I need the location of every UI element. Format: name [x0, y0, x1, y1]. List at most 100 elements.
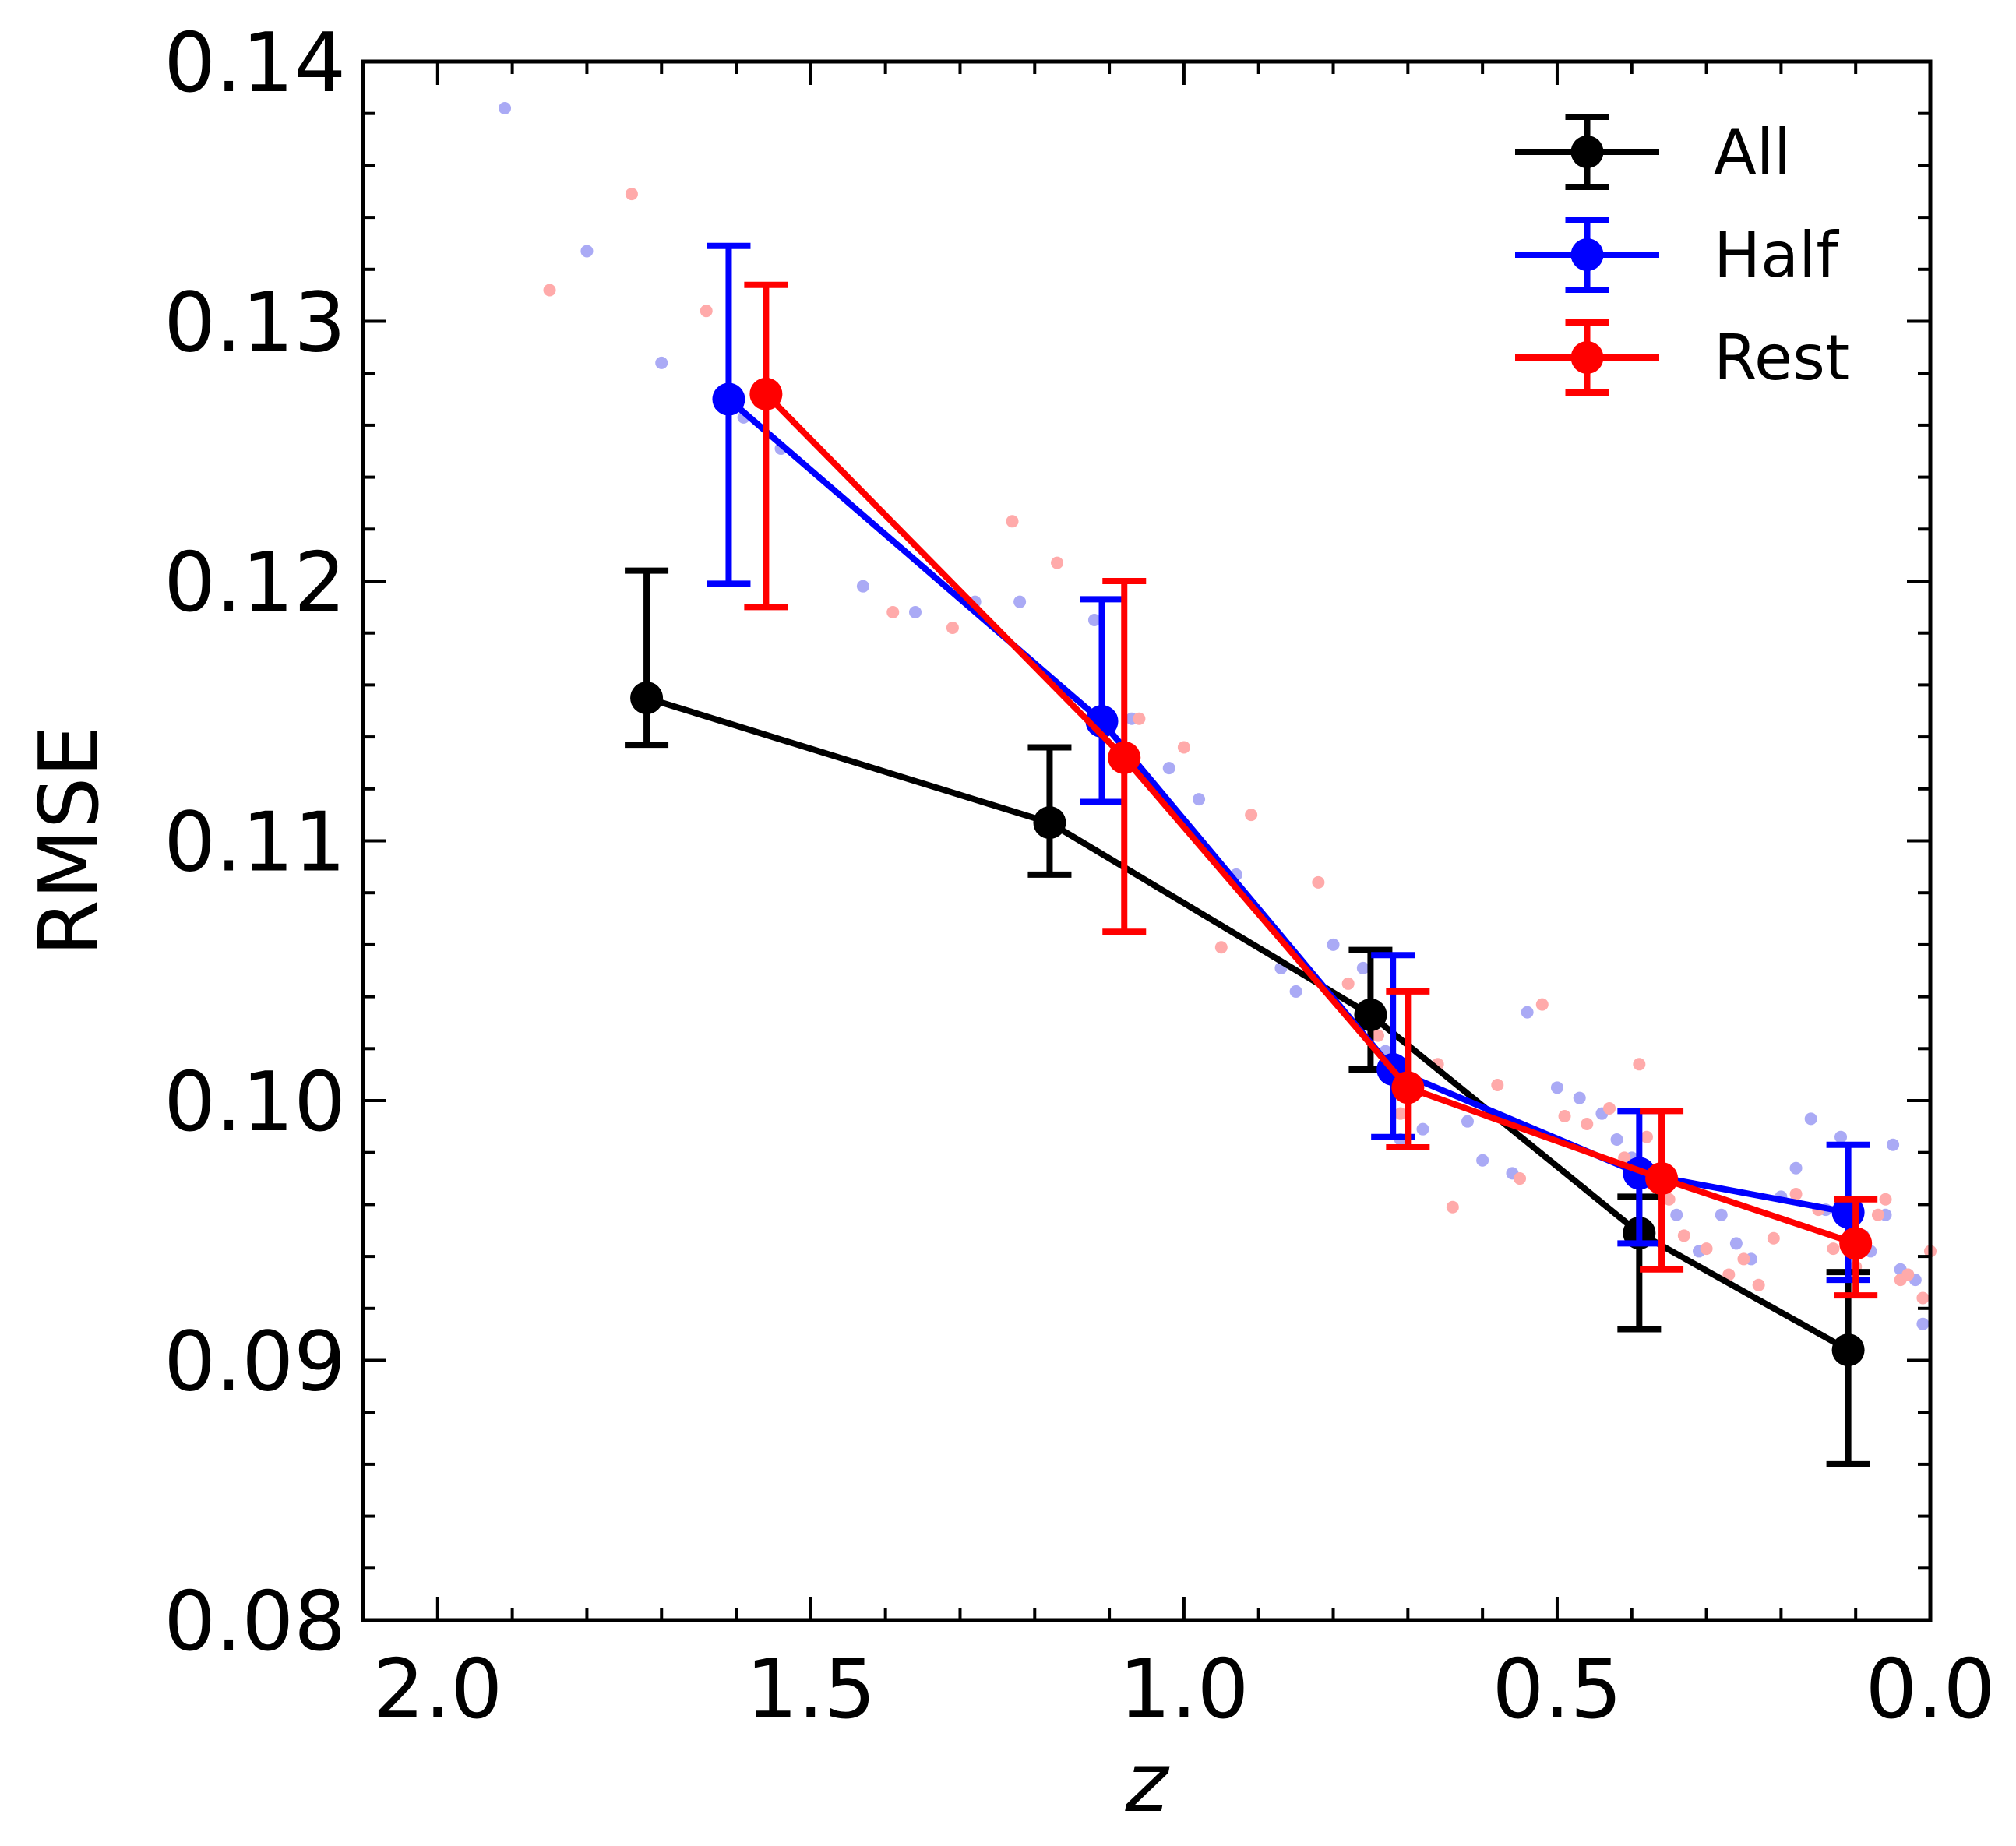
scatter-point-half-16: [1327, 938, 1340, 951]
axis-ticks-layer: [361, 60, 1932, 1622]
scatter-point-rest-2: [700, 305, 713, 318]
x-tick-label-4: 0.0: [1866, 1642, 1996, 1737]
series-line-half: [726, 396, 1849, 1216]
data-point-half-0: [712, 382, 745, 416]
y-tick-label-3: 0.11: [164, 795, 346, 890]
legend: All Half Rest: [1515, 114, 1849, 396]
data-point-all-2: [1354, 998, 1387, 1031]
y-tick-label-2: 0.10: [164, 1055, 346, 1150]
x-tick-label-1: 1.5: [745, 1642, 876, 1737]
scatter-point-half-9: [1087, 614, 1101, 627]
data-point-all-0: [630, 682, 664, 715]
scatter-point-rest-28: [1700, 1242, 1713, 1256]
scatter-point-half-40: [1834, 1130, 1848, 1143]
scatter-point-rest-35: [1827, 1242, 1840, 1256]
scatter-point-rest-22: [1603, 1102, 1616, 1115]
scatter-point-rest-21: [1581, 1118, 1594, 1131]
scatter-point-rest-40: [1901, 1268, 1915, 1281]
scatter-point-rest-14: [1394, 1107, 1407, 1120]
scatter-point-half-11: [1162, 762, 1175, 775]
scatter-point-rest-9: [1214, 941, 1228, 954]
scatter-point-half-8: [1013, 595, 1027, 608]
scatter-point-half-21: [1461, 1115, 1474, 1128]
x-axis-label: z: [1124, 1735, 1170, 1830]
scatter-point-half-48: [1916, 1317, 1930, 1330]
x-tick-label-0: 2.0: [372, 1642, 502, 1737]
scatter-point-half-34: [1729, 1237, 1743, 1250]
scatter-point-rest-31: [1752, 1278, 1765, 1291]
scatter-point-rest-16: [1446, 1200, 1459, 1214]
scatter-point-half-22: [1476, 1154, 1489, 1167]
scatter-point-rest-18: [1514, 1172, 1527, 1185]
scatter-point-rest-0: [543, 284, 556, 297]
legend-marker-half: [1570, 238, 1604, 271]
scatter-point-half-24: [1521, 1006, 1534, 1019]
legend-label-half: Half: [1714, 219, 1839, 291]
tick-labels-layer: 2.0 1.5 1.0 0.5 0.0 0.08 0.09 0.10 0.11 0.12 0.13 0…: [164, 16, 1995, 1737]
scatter-point-half-17: [1356, 961, 1369, 974]
series-all: [625, 567, 1870, 1467]
scatter-point-rest-11: [1312, 875, 1325, 889]
scatter-point-rest-29: [1722, 1268, 1736, 1281]
scatter-point-rest-7: [1133, 712, 1146, 725]
y-axis-label: RMSE: [22, 725, 117, 956]
scatter-point-rest-5: [1006, 515, 1019, 528]
scatter-point-rest-19: [1535, 998, 1549, 1011]
x-tick-label-2: 1.0: [1119, 1642, 1249, 1737]
y-tick-label-6: 0.14: [164, 16, 346, 111]
scatter-point-rest-12: [1341, 977, 1355, 990]
data-point-rest-2: [1391, 1071, 1425, 1104]
data-point-all-4: [1831, 1333, 1865, 1367]
scatter-point-rest-41: [1916, 1291, 1930, 1305]
scatter-point-half-28: [1610, 1133, 1623, 1147]
series-rest: [744, 281, 1878, 1299]
scatter-point-half-25: [1550, 1081, 1563, 1094]
scatter-point-half-6: [908, 606, 922, 619]
x-tick-label-3: 0.5: [1492, 1642, 1622, 1737]
scatter-point-rest-3: [886, 606, 900, 619]
scatter-point-rest-13: [1372, 1029, 1385, 1042]
scatter-point-half-20: [1416, 1122, 1429, 1136]
scatter-point-half-1: [580, 245, 594, 258]
scatter-point-half-37: [1789, 1161, 1803, 1175]
scatter-point-rest-8: [1177, 741, 1190, 754]
series-line-all: [645, 695, 1850, 1353]
scatter-point-half-31: [1670, 1208, 1683, 1221]
scatter-point-half-38: [1804, 1112, 1817, 1126]
legend-marker-all: [1570, 136, 1604, 168]
data-point-rest-4: [1839, 1227, 1873, 1260]
series-layer: [625, 242, 1878, 1467]
scatter-point-half-0: [499, 102, 512, 115]
scatter-point-rest-10: [1245, 809, 1258, 822]
scatter-point-rest-32: [1767, 1231, 1780, 1245]
scatter-point-half-12: [1193, 793, 1206, 806]
scatter-point-half-5: [856, 580, 869, 593]
series-line-rest: [763, 392, 1857, 1247]
plot-frame: [361, 59, 1933, 1622]
data-point-rest-0: [749, 377, 783, 410]
scatter-point-rest-24: [1633, 1058, 1646, 1071]
scatter-point-half-26: [1573, 1091, 1586, 1104]
scatter-point-rest-6: [1051, 556, 1064, 569]
scatter-point-rest-20: [1558, 1110, 1571, 1123]
legend-marker-rest: [1570, 341, 1604, 374]
scatter-point-rest-4: [946, 622, 959, 635]
scatter-point-rest-27: [1677, 1229, 1690, 1242]
data-point-all-1: [1033, 806, 1066, 840]
scatter-point-rest-30: [1737, 1252, 1750, 1266]
scatter-point-rest-17: [1491, 1078, 1504, 1091]
scatter-point-rest-37: [1871, 1208, 1884, 1221]
scatter-point-half-44: [1887, 1138, 1900, 1151]
y-tick-label-5: 0.13: [164, 276, 346, 371]
y-tick-label-1: 0.09: [164, 1315, 346, 1410]
data-point-rest-3: [1645, 1162, 1679, 1196]
scatter-point-half-33: [1715, 1208, 1728, 1221]
scatter-point-rest-33: [1789, 1188, 1803, 1201]
scatter-point-rest-25: [1640, 1130, 1653, 1143]
data-point-rest-1: [1108, 741, 1141, 774]
series-half: [707, 242, 1870, 1284]
y-tick-label-4: 0.12: [164, 535, 346, 630]
scatter-point-rest-1: [625, 188, 638, 201]
legend-label-rest: Rest: [1714, 322, 1849, 394]
